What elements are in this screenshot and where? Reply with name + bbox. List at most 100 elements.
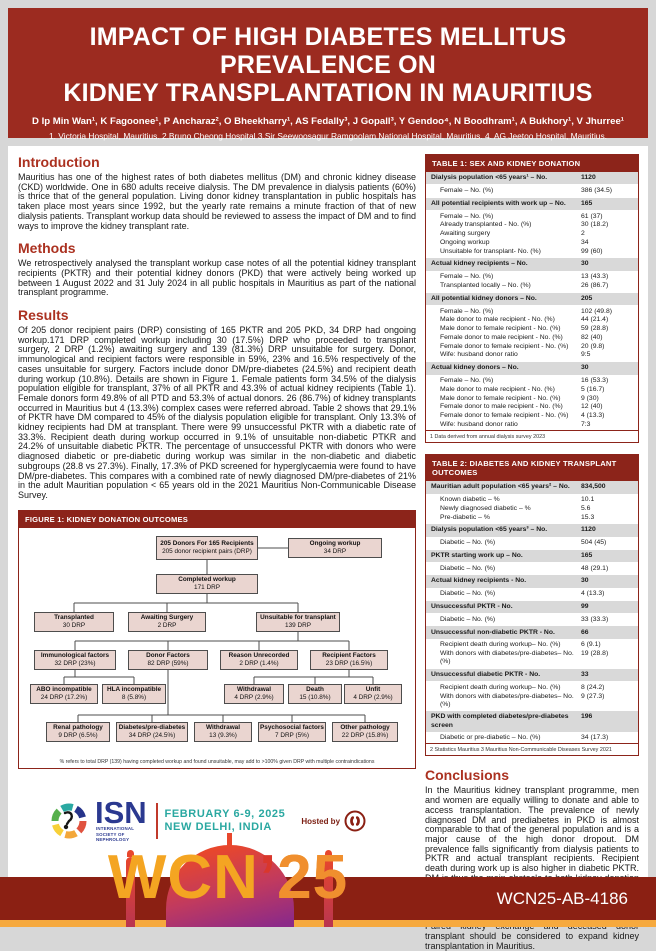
flow-node-value: 23 DRP (16.5%) — [325, 659, 373, 667]
flow-node-awaiting: Awaiting Surgery 2 DRP — [128, 611, 206, 632]
isn-logo-icon — [51, 803, 87, 839]
row-label: Transplanted locally – No. (%) — [440, 282, 531, 289]
flow-node-donors: 205 Donors For 165 Recipients 205 donor r… — [156, 535, 258, 560]
flow-node-value: 171 DRP — [194, 583, 220, 591]
table-row: Diabetic – No. (%) 48 (29.1) — [426, 562, 638, 573]
flow-node-label: Withdrawal — [205, 724, 241, 732]
flow-node-immunological: Immunological factors 32 DRP (23%) — [34, 649, 116, 670]
flow-node-value: 82 DRP (59%) — [147, 659, 189, 667]
flow-node-label: Withdrawal — [236, 686, 272, 694]
row-value: 834,500 — [581, 483, 606, 491]
row-label: Male donor to male recipient - No. (%) — [440, 385, 555, 393]
figure-1: FIGURE 1: KIDNEY DONATION OUTCOMES 205 D… — [18, 509, 416, 769]
flow-node-withdrawal-recipient: Withdrawal 4 DRP (2.9%) — [224, 683, 284, 704]
row-value: 99 (60) — [581, 247, 603, 255]
row-label: Pre-diabetic – % — [440, 513, 490, 521]
table-row: Unsuccessful diabetic PKTR - No. 33 — [426, 668, 638, 682]
event-block: FEBRUARY 6-9, 2025 NEW DELHI, INDIA — [165, 808, 286, 834]
table-row: Unsuitable for transplant- No. (%) 99 (60… — [426, 247, 638, 256]
row-label: Already transplanted - No. (%) — [440, 221, 532, 229]
table-row: Recipient death during workup– No. (%) 6 … — [426, 639, 638, 650]
row-label: Unsuccessful diabetic PKTR - No. — [431, 671, 541, 679]
table-2-title: TABLE 2: DIABETES AND KIDNEY TRANSPLANT … — [426, 455, 638, 482]
flowchart-connectors — [63, 547, 374, 722]
flow-node-label: Other pathology — [340, 724, 390, 732]
introduction-text: Mauritius has one of the highest rates o… — [18, 172, 416, 231]
flow-node-label: Unsuitable for transplant — [260, 614, 336, 622]
flow-node-other: Other pathology 22 DRP (15.8%) — [332, 721, 398, 742]
row-value: 48 (29.1) — [581, 564, 609, 572]
wcn-wordmark: WCN’25 — [48, 839, 408, 917]
row-value: 30 — [581, 577, 589, 585]
row-label: Actual kidney donors – No. — [431, 364, 519, 372]
table-row: Known diabetic – % 10.1 — [426, 494, 638, 505]
flow-node-hla: HLA incompatible 8 (5.8%) — [102, 683, 166, 704]
table-row: All potential kidney donors – No. 205 — [426, 292, 638, 306]
table-row: Wife: husband donor ratio 7:3 — [426, 420, 638, 429]
table-row: Female donor to male recipient - No. (%)… — [426, 403, 638, 412]
flow-node-value: 34 DRP — [323, 547, 347, 555]
table-row: PKTR starting work up – No. 165 — [426, 549, 638, 563]
row-value: 34 (17.3) — [581, 734, 609, 742]
flow-node-transplanted: Transplanted 30 DRP — [34, 611, 114, 632]
right-column: TABLE 1: SEX AND KIDNEY DONATION Dialysi… — [425, 154, 639, 951]
row-label: Awaiting surgery — [440, 230, 491, 238]
row-value: 61 (37) — [581, 212, 603, 220]
methods-heading: Methods — [18, 240, 76, 257]
row-label: PKD with completed diabetes/pre-diabetes… — [431, 713, 569, 729]
row-label: Actual kidney recipients – No. — [431, 260, 528, 268]
row-value: 26 (86.7) — [581, 282, 609, 289]
page-title: IMPACT OF HIGH DIABETES MELLITUS PREVALE… — [8, 8, 648, 107]
wcn-year: 25 — [277, 843, 349, 912]
wcn-logo-row: WCN’25 — [48, 833, 408, 927]
table-row: Female – No. (%) 61 (37) — [426, 210, 638, 221]
table-row: Actual kidney recipients - No. 30 — [426, 575, 638, 588]
row-value: 9 (30) — [581, 394, 599, 402]
table-row: Female donor to female recipient - No. (… — [426, 411, 638, 420]
row-label: Mauritian adult population <65 years² – … — [431, 483, 570, 491]
table-row: Recipient death during workup– No. (%) 8 … — [426, 681, 638, 692]
table-row: Diabetic – No. (%) 4 (13.3) — [426, 588, 638, 599]
isn-logo-row: ISN INTERNATIONAL SOCIETY OF NEPHROLOGY … — [48, 797, 408, 845]
logo-divider — [156, 803, 158, 839]
table-row: Diabetic or pre-diabetic – No. (%) 34 (17… — [426, 732, 638, 743]
row-label: Diabetic – No. (%) — [440, 539, 496, 547]
row-label: Female donor to female recipient - No. (… — [440, 412, 569, 420]
flow-node-death: Death 15 (10.8%) — [288, 683, 342, 704]
flow-node-abo: ABO incompatible 24 DRP (17.2%) — [30, 683, 98, 704]
isn-caption: INTERNATIONAL SOCIETY OF NEPHROLOGY — [96, 826, 135, 842]
table-row: Female – No. (%) 16 (53.3) — [426, 375, 638, 386]
table-row: With donors with diabetes/pre-diabetes– … — [426, 649, 638, 666]
table-row: Wife: husband donor ratio 9:5 — [426, 351, 638, 360]
flow-node-value: 4 DRP (2.9%) — [353, 693, 393, 701]
table-2: TABLE 2: DIABETES AND KIDNEY TRANSPLANT … — [425, 454, 639, 757]
row-value: 16 (53.3) — [581, 377, 609, 385]
row-label: Diabetic – No. (%) — [440, 590, 496, 598]
table-row: Transplanted locally – No. (%) 26 (86.7) — [426, 281, 638, 290]
flow-node-value: 30 DRP — [62, 621, 86, 629]
row-label: Diabetic – No. (%) — [440, 564, 496, 572]
hosted-by-logo-icon — [344, 810, 366, 832]
flow-node-value: 7 DRP (5%) — [275, 731, 309, 739]
row-value: 9:5 — [581, 351, 591, 359]
row-label: Recipient death during workup– No. (%) — [440, 641, 561, 649]
row-value: 8 (24.2) — [581, 683, 605, 691]
flow-node-label: Unfit — [365, 686, 381, 694]
table-row: Female donor to female recipient - No. (… — [426, 342, 638, 351]
row-value: 30 (18.2) — [581, 221, 609, 229]
table-1: TABLE 1: SEX AND KIDNEY DONATION Dialysi… — [425, 154, 639, 444]
row-value: 59 (28.8) — [581, 325, 609, 333]
row-label: Unsuccessful PKTR - No. — [431, 603, 513, 611]
figure-1-footnote: % refers to total DRP (139) having compl… — [59, 758, 375, 765]
poster-header: IMPACT OF HIGH DIABETES MELLITUS PREVALE… — [8, 8, 648, 141]
title-line-1: IMPACT OF HIGH DIABETES MELLITUS PREVALE… — [89, 23, 567, 79]
wcn-apostrophe: ’ — [258, 843, 278, 912]
row-label: With donors with diabetes/pre-diabetes– … — [440, 692, 574, 708]
left-column: Introduction Mauritius has one of the hi… — [18, 154, 416, 877]
row-value: 6 (9.1) — [581, 641, 601, 649]
flow-node-reason-unrecorded: Reason Unrecorded 2 DRP (1.4%) — [220, 649, 298, 670]
congress-logo-block: ISN INTERNATIONAL SOCIETY OF NEPHROLOGY … — [48, 797, 408, 927]
table-1-title: TABLE 1: SEX AND KIDNEY DONATION — [426, 155, 638, 172]
row-label: Female donor to male recipient - No. (%) — [440, 333, 563, 341]
title-line-2: KIDNEY TRANSPLANTATION IN MAURITIUS — [63, 79, 593, 107]
